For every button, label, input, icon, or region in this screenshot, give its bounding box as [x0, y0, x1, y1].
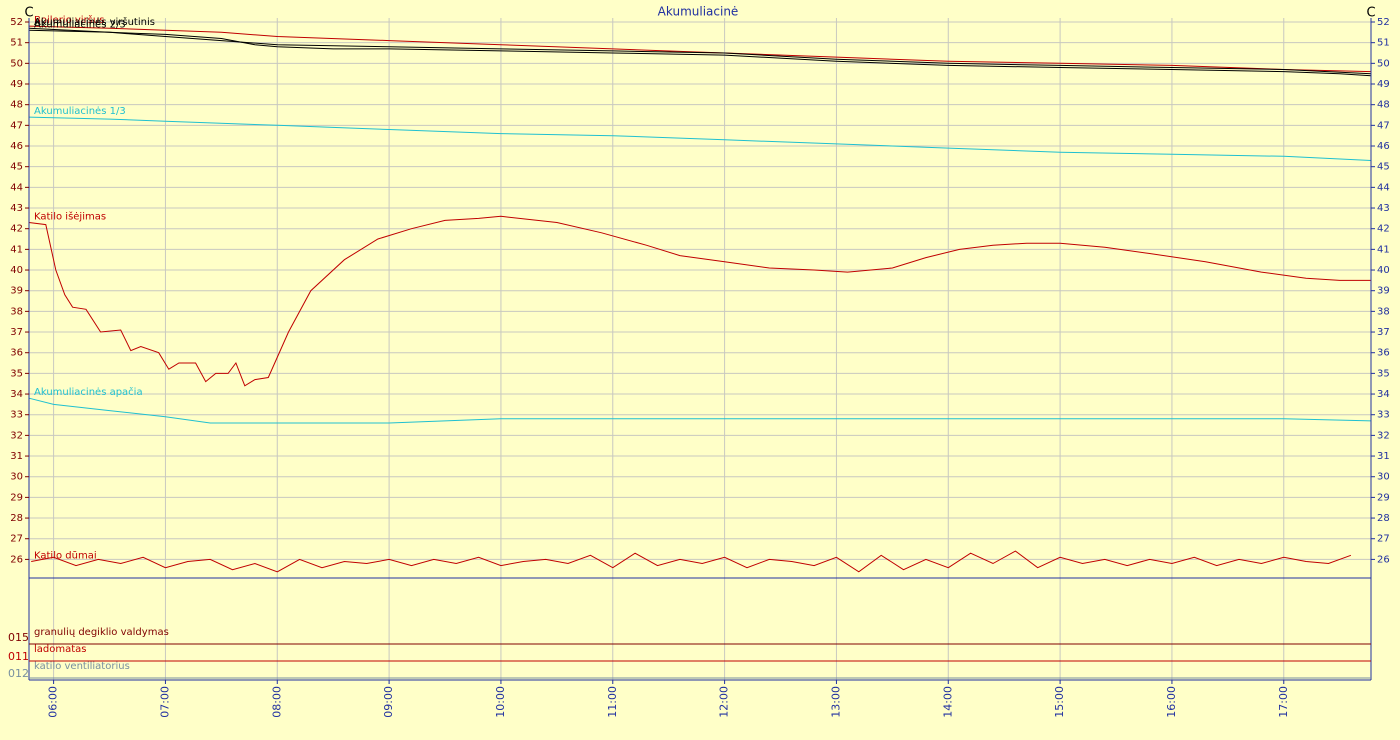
- x-tick-label: 09:00: [382, 686, 395, 718]
- y-tick-label-right: 32: [1377, 430, 1390, 441]
- y-tick-label-right: 51: [1377, 38, 1390, 49]
- y-tick-label-right: 40: [1377, 265, 1390, 276]
- y-tick-label: 42: [10, 224, 23, 235]
- series-line: [28, 25, 1372, 73]
- y-tick-label-right: 27: [1377, 534, 1390, 545]
- y-tick-label-right: 35: [1377, 368, 1390, 379]
- y-tick-label: 28: [10, 513, 23, 524]
- y-tick-label-right: 28: [1377, 513, 1390, 524]
- x-tick-label: 07:00: [158, 686, 171, 718]
- y-tick-label: 27: [10, 534, 23, 545]
- status-label: granulių degiklio valdymas: [34, 627, 169, 638]
- x-tick-label: 11:00: [606, 686, 619, 718]
- chart-title: Akumuliacinė: [658, 5, 739, 19]
- x-tick-label: 17:00: [1277, 686, 1290, 718]
- y-tick-label: 51: [10, 38, 23, 49]
- y-unit-left: C: [24, 6, 33, 21]
- y-tick-label-right: 29: [1377, 492, 1390, 503]
- y-tick-label: 46: [10, 141, 23, 152]
- y-tick-label-right: 49: [1377, 79, 1390, 90]
- y-tick-label-right: 43: [1377, 203, 1390, 214]
- status-label: katilo ventiliatorius: [34, 661, 130, 672]
- y-tick-label: 36: [10, 348, 23, 359]
- x-tick-label: 12:00: [718, 686, 731, 718]
- y-tick-label-right: 47: [1377, 120, 1390, 131]
- y-tick-label-right: 45: [1377, 162, 1390, 173]
- y-tick-label: 29: [10, 492, 23, 503]
- status-code: 015: [8, 631, 29, 644]
- y-tick-label: 30: [10, 472, 23, 483]
- series-label: Akumuliacinės viršutinis: [34, 16, 155, 28]
- y-tick-label: 38: [10, 306, 23, 317]
- y-tick-label: 33: [10, 410, 23, 421]
- series-label: Katilo išėjimas: [34, 210, 106, 222]
- x-tick-label: 08:00: [270, 686, 283, 718]
- status-code: 011: [8, 650, 29, 663]
- y-tick-label-right: 36: [1377, 348, 1390, 359]
- plot: [28, 25, 1372, 573]
- y-tick-label-right: 50: [1377, 58, 1390, 69]
- y-tick-label: 41: [10, 244, 23, 255]
- y-tick-label: 48: [10, 100, 23, 111]
- y-tick-label-right: 38: [1377, 306, 1390, 317]
- series-label: Katilo dūmai: [34, 550, 97, 561]
- series-label: Akumuliacinės 1/3: [34, 106, 126, 117]
- y-tick-label: 34: [10, 389, 23, 400]
- y-tick-label: 52: [10, 17, 23, 28]
- y-tick-label: 49: [10, 79, 23, 90]
- y-tick-label-right: 46: [1377, 141, 1390, 152]
- y-tick-label-right: 39: [1377, 286, 1390, 297]
- x-tick-label: 13:00: [829, 686, 842, 718]
- series-label: Boilerio viršus: [34, 14, 104, 26]
- y-tick-label: 31: [10, 451, 23, 462]
- status-code: 012: [8, 667, 29, 680]
- series-line: [28, 27, 1372, 77]
- x-tick-label: 06:00: [47, 686, 60, 718]
- y-tick-label: 39: [10, 286, 23, 297]
- grid: [29, 18, 1371, 680]
- y-tick-label-right: 44: [1377, 182, 1390, 193]
- series-line: [28, 116, 1372, 161]
- status-label: ladomatas: [34, 644, 87, 655]
- y-tick-label-right: 34: [1377, 389, 1390, 400]
- y-tick-label: 43: [10, 203, 23, 214]
- series-line: [28, 397, 1372, 424]
- y-unit-right: C: [1366, 6, 1375, 21]
- y-tick-label-right: 26: [1377, 554, 1390, 565]
- y-tick-label-right: 33: [1377, 410, 1390, 421]
- y-tick-label-right: 41: [1377, 244, 1390, 255]
- y-tick-label-right: 31: [1377, 451, 1390, 462]
- y-tick-label-right: 48: [1377, 100, 1390, 111]
- x-tick-label: 15:00: [1053, 686, 1066, 718]
- y-tick-label-right: 52: [1377, 17, 1390, 28]
- y-tick-label-right: 30: [1377, 472, 1390, 483]
- series-label: Akumuliacinės 2/3: [34, 19, 126, 30]
- series-line: [28, 29, 1372, 75]
- y-tick-label: 47: [10, 120, 23, 131]
- y-tick-label: 40: [10, 265, 23, 276]
- series-label: Akumuliacinės apačia: [34, 386, 143, 398]
- y-tick-label: 50: [10, 58, 23, 69]
- x-tick-label: 16:00: [1165, 686, 1178, 718]
- y-tick-label: 45: [10, 162, 23, 173]
- y-tick-label: 26: [10, 554, 23, 565]
- series-line: [28, 215, 1371, 387]
- y-tick-label: 44: [10, 182, 23, 193]
- y-tick-label: 37: [10, 327, 23, 338]
- y-tick-label: 32: [10, 430, 23, 441]
- y-tick-label: 35: [10, 368, 23, 379]
- x-tick-label: 14:00: [941, 686, 954, 718]
- y-tick-label-right: 42: [1377, 224, 1390, 235]
- x-tick-label: 10:00: [494, 686, 507, 718]
- y-tick-label-right: 37: [1377, 327, 1390, 338]
- series-line: [31, 550, 1352, 573]
